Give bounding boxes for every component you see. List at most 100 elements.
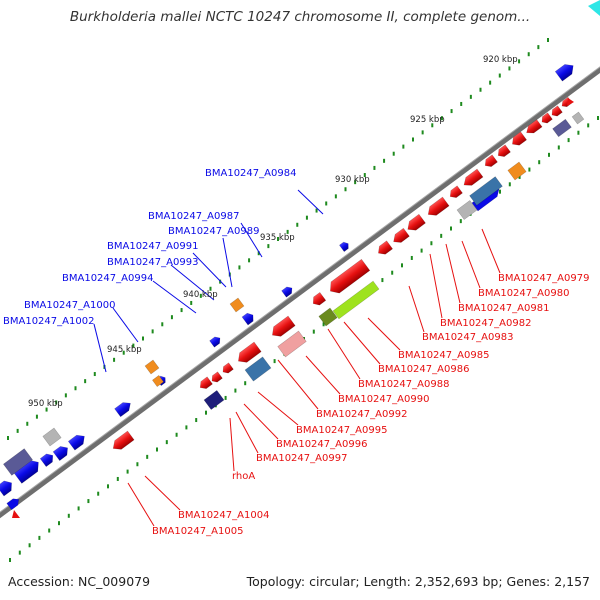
scale-tick bbox=[77, 506, 80, 511]
reverse-gene[interactable] bbox=[540, 112, 553, 125]
gene-label-reverse[interactable]: BMA10247_A0982 bbox=[440, 318, 531, 329]
gene-label-reverse[interactable]: BMA10247_A0983 bbox=[422, 332, 513, 343]
scale-tick bbox=[499, 189, 501, 194]
accession-text: Accession: NC_009079 bbox=[8, 574, 151, 589]
gene-label-forward[interactable]: BMA10247_A0991 bbox=[107, 241, 198, 252]
scale-tick bbox=[48, 528, 51, 533]
gene-label-reverse[interactable]: BMA10247_A0986 bbox=[378, 364, 469, 375]
gene-label-reverse[interactable]: BMA10247_A0996 bbox=[276, 439, 367, 450]
scale-tick bbox=[35, 414, 38, 419]
reverse-gene[interactable] bbox=[210, 371, 223, 384]
forward-gene[interactable] bbox=[281, 285, 295, 298]
reverse-gene-shape bbox=[393, 227, 410, 243]
reverse-gene[interactable] bbox=[110, 430, 135, 453]
reverse-gene[interactable] bbox=[198, 376, 213, 391]
gene-label-reverse[interactable]: BMA10247_A0997 bbox=[256, 453, 347, 464]
gene-block-grey[interactable] bbox=[42, 427, 62, 447]
scale-tick bbox=[175, 432, 178, 437]
gene-block-slate[interactable] bbox=[552, 118, 572, 138]
forward-gene[interactable] bbox=[554, 61, 577, 82]
scale-tick bbox=[315, 208, 318, 213]
gene-label-reverse[interactable]: BMA10247_A1005 bbox=[152, 526, 243, 537]
label-leader-forward bbox=[222, 237, 233, 288]
gene-label-reverse[interactable]: BMA10247_A1004 bbox=[178, 510, 269, 521]
topology-text: Topology: circular; Length: 2,352,693 bp… bbox=[246, 574, 590, 589]
gene-label-reverse[interactable]: BMA10247_A0981 bbox=[458, 303, 549, 314]
scale-tick bbox=[527, 52, 530, 57]
gene-label-forward[interactable]: BMA10247_A0993 bbox=[107, 257, 198, 268]
gene-block-orange[interactable] bbox=[144, 359, 160, 375]
reverse-gene[interactable] bbox=[461, 168, 484, 189]
reverse-gene[interactable] bbox=[524, 119, 543, 137]
reverse-gene[interactable] bbox=[326, 258, 371, 296]
forward-gene[interactable] bbox=[0, 478, 15, 497]
gene-label-reverse[interactable]: BMA10247_A0990 bbox=[338, 394, 429, 405]
gene-block-pink[interactable] bbox=[277, 330, 307, 358]
gene-label-reverse[interactable]: rhoA bbox=[232, 471, 255, 482]
gene-block-steel[interactable] bbox=[469, 176, 503, 206]
reverse-gene-shape bbox=[199, 376, 213, 389]
reverse-gene-fragment[interactable] bbox=[567, 98, 574, 106]
gene-block-grey[interactable] bbox=[456, 200, 478, 220]
reverse-gene[interactable] bbox=[221, 362, 234, 375]
scale-tick bbox=[440, 233, 443, 238]
gene-label-reverse[interactable]: BMA10247_A0995 bbox=[296, 425, 387, 436]
gene-label-reverse[interactable]: BMA10247_A0992 bbox=[316, 409, 407, 420]
reverse-gene[interactable] bbox=[550, 105, 563, 118]
scale-tick bbox=[312, 329, 315, 334]
scale-label: 945 kbp bbox=[107, 345, 142, 355]
gene-label-forward[interactable]: BMA10247_A1002 bbox=[3, 316, 94, 327]
reverse-gene[interactable] bbox=[509, 131, 527, 148]
gene-label-forward[interactable]: BMA10247_A0989 bbox=[168, 226, 259, 237]
gene-label-reverse[interactable]: BMA10247_A0985 bbox=[398, 350, 489, 361]
reverse-gene[interactable] bbox=[269, 315, 296, 340]
scale-tick bbox=[67, 513, 70, 518]
scale-tick bbox=[74, 386, 77, 391]
gene-block-orange[interactable] bbox=[152, 375, 164, 387]
gene-label-forward[interactable]: BMA10247_A0994 bbox=[62, 273, 153, 284]
reverse-gene-shape bbox=[222, 362, 234, 374]
forward-gene[interactable] bbox=[339, 240, 350, 252]
forward-gene[interactable] bbox=[67, 432, 87, 451]
gene-label-forward[interactable]: BMA10247_A0984 bbox=[205, 168, 296, 179]
reverse-gene[interactable] bbox=[391, 227, 410, 246]
forward-gene[interactable] bbox=[52, 443, 71, 461]
reverse-gene[interactable] bbox=[375, 240, 393, 257]
reverse-gene[interactable] bbox=[425, 196, 450, 219]
gene-label-reverse[interactable]: BMA10247_A0980 bbox=[478, 288, 569, 299]
gene-label-forward[interactable]: BMA10247_A1000 bbox=[24, 300, 115, 311]
gene-label-forward[interactable]: BMA10247_A0987 bbox=[148, 211, 239, 222]
forward-gene[interactable] bbox=[241, 311, 256, 326]
gene-block-navy[interactable] bbox=[203, 390, 225, 410]
gene-block-orange[interactable] bbox=[507, 161, 527, 181]
reverse-gene[interactable] bbox=[235, 341, 262, 366]
label-leader-reverse bbox=[257, 391, 299, 426]
reverse-gene[interactable] bbox=[496, 144, 511, 159]
scale-tick bbox=[7, 436, 9, 440]
forward-gene-cyan[interactable] bbox=[588, 0, 600, 16]
forward-gene[interactable] bbox=[6, 496, 21, 511]
gene-block-green[interactable] bbox=[332, 280, 380, 320]
reverse-gene-shape bbox=[312, 292, 327, 306]
gene-block-grey[interactable] bbox=[571, 111, 585, 125]
gene-label-reverse[interactable]: BMA10247_A0988 bbox=[358, 379, 449, 390]
gene-label-reverse[interactable]: BMA10247_A0979 bbox=[498, 273, 589, 284]
reverse-gene-fragment[interactable] bbox=[12, 510, 20, 518]
gene-block-steel[interactable] bbox=[244, 356, 272, 382]
reverse-gene-shape bbox=[541, 112, 553, 124]
gene-block-orange-shape bbox=[229, 297, 245, 313]
forward-gene[interactable] bbox=[209, 335, 223, 348]
reverse-gene[interactable] bbox=[404, 213, 426, 234]
forward-gene[interactable] bbox=[114, 399, 134, 418]
scale-label: 935 kbp bbox=[260, 233, 295, 243]
scale-tick bbox=[156, 447, 158, 452]
reverse-gene[interactable] bbox=[483, 154, 498, 169]
reverse-gene[interactable] bbox=[448, 185, 463, 200]
forward-gene-shape bbox=[0, 480, 12, 497]
gene-block-olive[interactable] bbox=[318, 307, 338, 327]
reverse-gene[interactable] bbox=[310, 292, 327, 307]
gene-block-orange[interactable] bbox=[229, 297, 245, 313]
gene-block-slate[interactable] bbox=[3, 448, 33, 476]
forward-gene[interactable] bbox=[39, 451, 56, 467]
